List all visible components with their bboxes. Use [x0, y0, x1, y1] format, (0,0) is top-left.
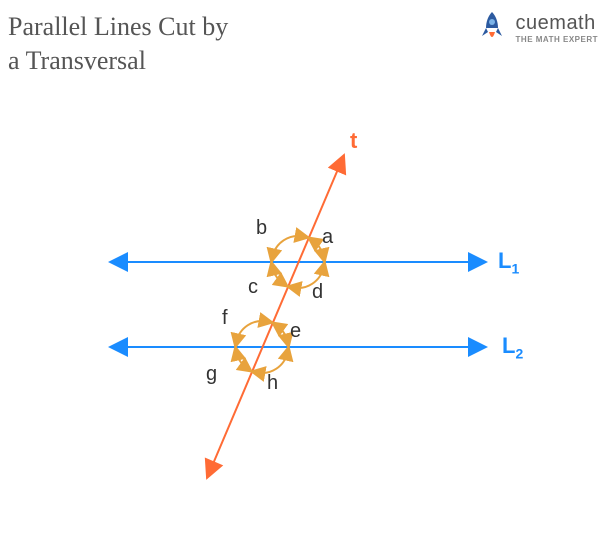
logo: cuemath THE MATH EXPERT	[474, 10, 598, 46]
page-title: Parallel Lines Cut by a Transversal	[8, 10, 228, 78]
diagram-svg	[0, 100, 608, 528]
angle-label-c: c	[248, 276, 258, 299]
angle-label-e: e	[290, 320, 301, 343]
title-line2: a Transversal	[8, 46, 146, 75]
label-l2: L2	[502, 333, 523, 361]
p2-arc-3	[277, 326, 287, 341]
angle-label-h: h	[267, 372, 278, 395]
p2-arc-2	[237, 321, 267, 341]
brand-name: cuemath	[516, 12, 596, 35]
title-line1: Parallel Lines Cut by	[8, 12, 228, 41]
logo-text: cuemath THE MATH EXPERT	[516, 12, 598, 44]
label-l1: L1	[498, 248, 519, 276]
p1-arc-1	[273, 268, 283, 283]
p2-arc-1	[237, 353, 247, 368]
diagram: L1 L2 t a b c de f g h	[0, 100, 608, 528]
label-t: t	[350, 128, 357, 154]
p1-arc-2	[273, 236, 303, 256]
angle-label-f: f	[222, 307, 228, 330]
brand-tagline: THE MATH EXPERT	[516, 35, 598, 44]
angle-label-d: d	[312, 281, 323, 304]
p2-arc-0	[257, 353, 287, 373]
angle-label-b: b	[256, 217, 267, 240]
header: Parallel Lines Cut by a Transversal cuem…	[0, 0, 608, 78]
angle-label-a: a	[322, 226, 333, 249]
rocket-icon	[474, 10, 510, 46]
angle-label-g: g	[206, 363, 217, 386]
